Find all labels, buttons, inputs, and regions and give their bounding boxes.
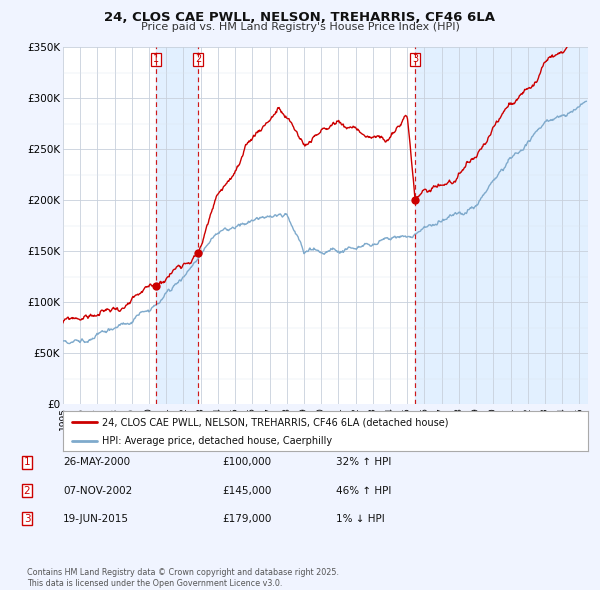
Text: Contains HM Land Registry data © Crown copyright and database right 2025.
This d: Contains HM Land Registry data © Crown c… bbox=[27, 568, 339, 588]
Text: £179,000: £179,000 bbox=[222, 514, 271, 524]
Text: £100,000: £100,000 bbox=[222, 457, 271, 467]
Text: 3: 3 bbox=[412, 54, 418, 64]
Text: 1% ↓ HPI: 1% ↓ HPI bbox=[336, 514, 385, 524]
Text: 1: 1 bbox=[23, 457, 31, 467]
Text: 32% ↑ HPI: 32% ↑ HPI bbox=[336, 457, 391, 467]
Text: 2: 2 bbox=[23, 486, 31, 496]
Text: 46% ↑ HPI: 46% ↑ HPI bbox=[336, 486, 391, 496]
Text: 24, CLOS CAE PWLL, NELSON, TREHARRIS, CF46 6LA (detached house): 24, CLOS CAE PWLL, NELSON, TREHARRIS, CF… bbox=[103, 418, 449, 428]
Text: 1: 1 bbox=[153, 54, 159, 64]
Text: 07-NOV-2002: 07-NOV-2002 bbox=[63, 486, 132, 496]
Bar bbox=[156, 47, 198, 404]
Text: 3: 3 bbox=[23, 514, 31, 524]
Text: £145,000: £145,000 bbox=[222, 486, 271, 496]
Text: 19-JUN-2015: 19-JUN-2015 bbox=[63, 514, 129, 524]
Text: HPI: Average price, detached house, Caerphilly: HPI: Average price, detached house, Caer… bbox=[103, 437, 332, 446]
Text: 24, CLOS CAE PWLL, NELSON, TREHARRIS, CF46 6LA: 24, CLOS CAE PWLL, NELSON, TREHARRIS, CF… bbox=[104, 11, 496, 24]
Bar bbox=[415, 47, 588, 404]
Text: 26-MAY-2000: 26-MAY-2000 bbox=[63, 457, 130, 467]
Text: 2: 2 bbox=[195, 54, 201, 64]
Text: Price paid vs. HM Land Registry's House Price Index (HPI): Price paid vs. HM Land Registry's House … bbox=[140, 22, 460, 32]
